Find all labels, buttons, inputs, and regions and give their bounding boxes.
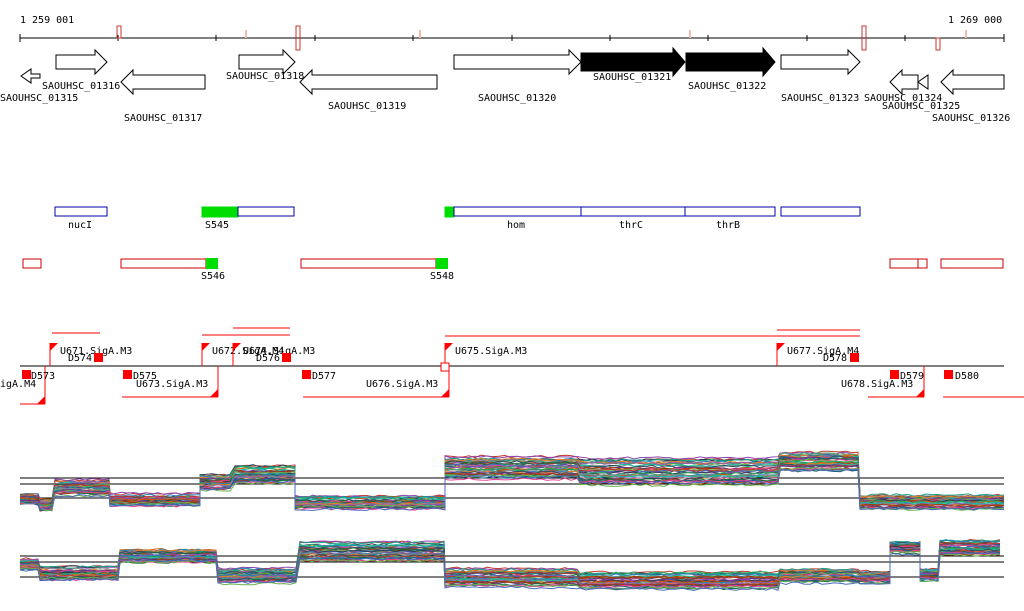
gene-arrow-SAOUHSC_01315[interactable]: SAOUHSC_01315 <box>0 68 78 104</box>
gene-label: SAOUHSC_01317 <box>124 113 202 124</box>
gene-arrow-SAOUHSC_01316[interactable]: SAOUHSC_01316 <box>42 48 120 92</box>
feature-hom[interactable]: hom <box>444 206 582 231</box>
gene-label: SAOUHSC_01319 <box>328 101 406 112</box>
feature-S548[interactable]: S548 <box>300 258 454 282</box>
promoter-U674[interactable]: U674.SigA.M3 <box>232 343 315 366</box>
red-feature-track: S546 S548 <box>22 258 1004 282</box>
feature-label: S548 <box>430 271 454 282</box>
feature-label: hom <box>507 220 525 231</box>
promoter-left-edge[interactable]: igA.M4 <box>0 366 46 404</box>
terminator-label: D576 <box>256 353 280 364</box>
promoter-label: U677.SigA.M4 <box>787 346 859 357</box>
feature-label: S545 <box>205 220 229 231</box>
gene-arrow-SAOUHSC_01319[interactable]: SAOUHSC_01319 <box>299 68 438 112</box>
terminator-label: D573 <box>31 371 55 382</box>
terminator-label: D578 <box>823 353 847 364</box>
promoter-U676[interactable]: U676.SigA.M3 <box>366 366 450 397</box>
feature-nucI[interactable]: nucI <box>54 206 108 231</box>
promoter-U675[interactable]: U675.SigA.M3 <box>440 343 527 372</box>
promoter-U671[interactable]: U671.SigA.M3 <box>49 343 132 366</box>
terminator-D575[interactable]: D575 <box>123 370 157 382</box>
promoter-U672[interactable]: U672.SigA.M4 <box>201 343 284 366</box>
expression-panel-forward <box>19 450 1005 512</box>
gene-arrow-SAOUHSC_01318[interactable]: SAOUHSC_01318 <box>226 48 304 82</box>
promoter-label: U676.SigA.M3 <box>366 379 438 390</box>
terminator-label: D574 <box>68 353 92 364</box>
terminator-D577[interactable]: D577 <box>302 370 336 382</box>
feature-unnamed[interactable] <box>780 206 861 217</box>
promoter-label: U674.SigA.M3 <box>243 346 315 357</box>
promoter-U678[interactable]: U678.SigA.M3 <box>841 366 925 397</box>
gene-track: SAOUHSC_01315 SAOUHSC_01316 SAOUHSC_0131… <box>0 46 1010 124</box>
terminator-label: D579 <box>900 371 924 382</box>
promoter-label: U672.SigA.M4 <box>212 346 284 357</box>
feature-S546[interactable]: S546 <box>120 258 225 282</box>
gene-arrow-SAOUHSC_01324[interactable]: SAOUHSC_01324 <box>864 68 942 104</box>
gene-label: SAOUHSC_01326 <box>932 113 1010 124</box>
expression-traces <box>19 538 1001 591</box>
promoter-label: U673.SigA.M3 <box>136 379 208 390</box>
feature-thrC[interactable]: thrC <box>580 206 686 231</box>
feature-label: nucI <box>68 220 92 231</box>
gene-arrow-SAOUHSC_01325[interactable]: SAOUHSC_01325 <box>882 74 960 112</box>
terminator-label: D580 <box>955 371 979 382</box>
terminator-label: D575 <box>133 371 157 382</box>
promoter-label: U678.SigA.M3 <box>841 379 913 390</box>
ruler-end-label: 1 269 000 <box>948 15 1002 26</box>
terminator-D574[interactable]: D574 <box>68 353 103 364</box>
named-feature-track: nucI S545 hom thrC thrB <box>54 206 861 231</box>
gene-label: SAOUHSC_01318 <box>226 71 304 82</box>
red-feature[interactable] <box>917 258 928 269</box>
gene-arrow-SAOUHSC_01320[interactable]: SAOUHSC_01320 <box>453 48 582 104</box>
promoter-label: igA.M4 <box>0 379 36 390</box>
gene-arrow-SAOUHSC_01317[interactable]: SAOUHSC_01317 <box>120 68 206 124</box>
expression-panel-reverse <box>19 538 1004 591</box>
gene-arrow-SAOUHSC_01321[interactable]: SAOUHSC_01321 <box>580 46 686 83</box>
terminator-D578[interactable]: D578 <box>823 353 859 364</box>
feature-label: thrC <box>619 220 643 231</box>
promoter-label: U675.SigA.M3 <box>455 346 527 357</box>
promoter-label: U671.SigA.M3 <box>60 346 132 357</box>
gene-label: SAOUHSC_01323 <box>781 93 859 104</box>
gene-label: SAOUHSC_01325 <box>882 101 960 112</box>
feature-label: S546 <box>201 271 225 282</box>
red-feature[interactable] <box>940 258 1004 269</box>
feature-S545[interactable]: S545 <box>201 206 295 231</box>
gene-arrow-SAOUHSC_01323[interactable]: SAOUHSC_01323 <box>780 48 861 104</box>
gene-label: SAOUHSC_01321 <box>593 72 671 83</box>
red-feature[interactable] <box>889 258 919 269</box>
promoter-U677[interactable]: U677.SigA.M4 <box>776 343 859 366</box>
ruler-start-label: 1 259 001 <box>20 15 74 26</box>
red-feature[interactable] <box>22 258 42 269</box>
expression-traces <box>19 450 1005 512</box>
gene-label: SAOUHSC_01320 <box>478 93 556 104</box>
gene-label: SAOUHSC_01316 <box>42 81 120 92</box>
gene-label: SAOUHSC_01315 <box>0 93 78 104</box>
gene-arrow-SAOUHSC_01326[interactable]: SAOUHSC_01326 <box>932 68 1010 124</box>
promoter-U673[interactable]: U673.SigA.M3 <box>136 366 219 397</box>
regulatory-track: U671.SigA.M3 U672.SigA.M4 U674.SigA.M3 U… <box>0 327 1024 405</box>
terminator-label: D577 <box>312 371 336 382</box>
gene-label: SAOUHSC_01324 <box>864 93 942 104</box>
terminator-D576[interactable]: D576 <box>256 353 291 364</box>
feature-thrB[interactable]: thrB <box>684 206 776 231</box>
gene-arrow-SAOUHSC_01322[interactable]: SAOUHSC_01322 <box>685 46 776 92</box>
feature-label: thrB <box>716 220 740 231</box>
gene-label: SAOUHSC_01322 <box>688 81 766 92</box>
terminator-D579[interactable]: D579 <box>890 370 924 382</box>
coordinate-ruler: 1 259 001 1 269 000 <box>19 15 1005 51</box>
terminator-D573[interactable]: D573 <box>22 370 55 382</box>
terminator-D580[interactable]: D580 <box>944 370 979 382</box>
